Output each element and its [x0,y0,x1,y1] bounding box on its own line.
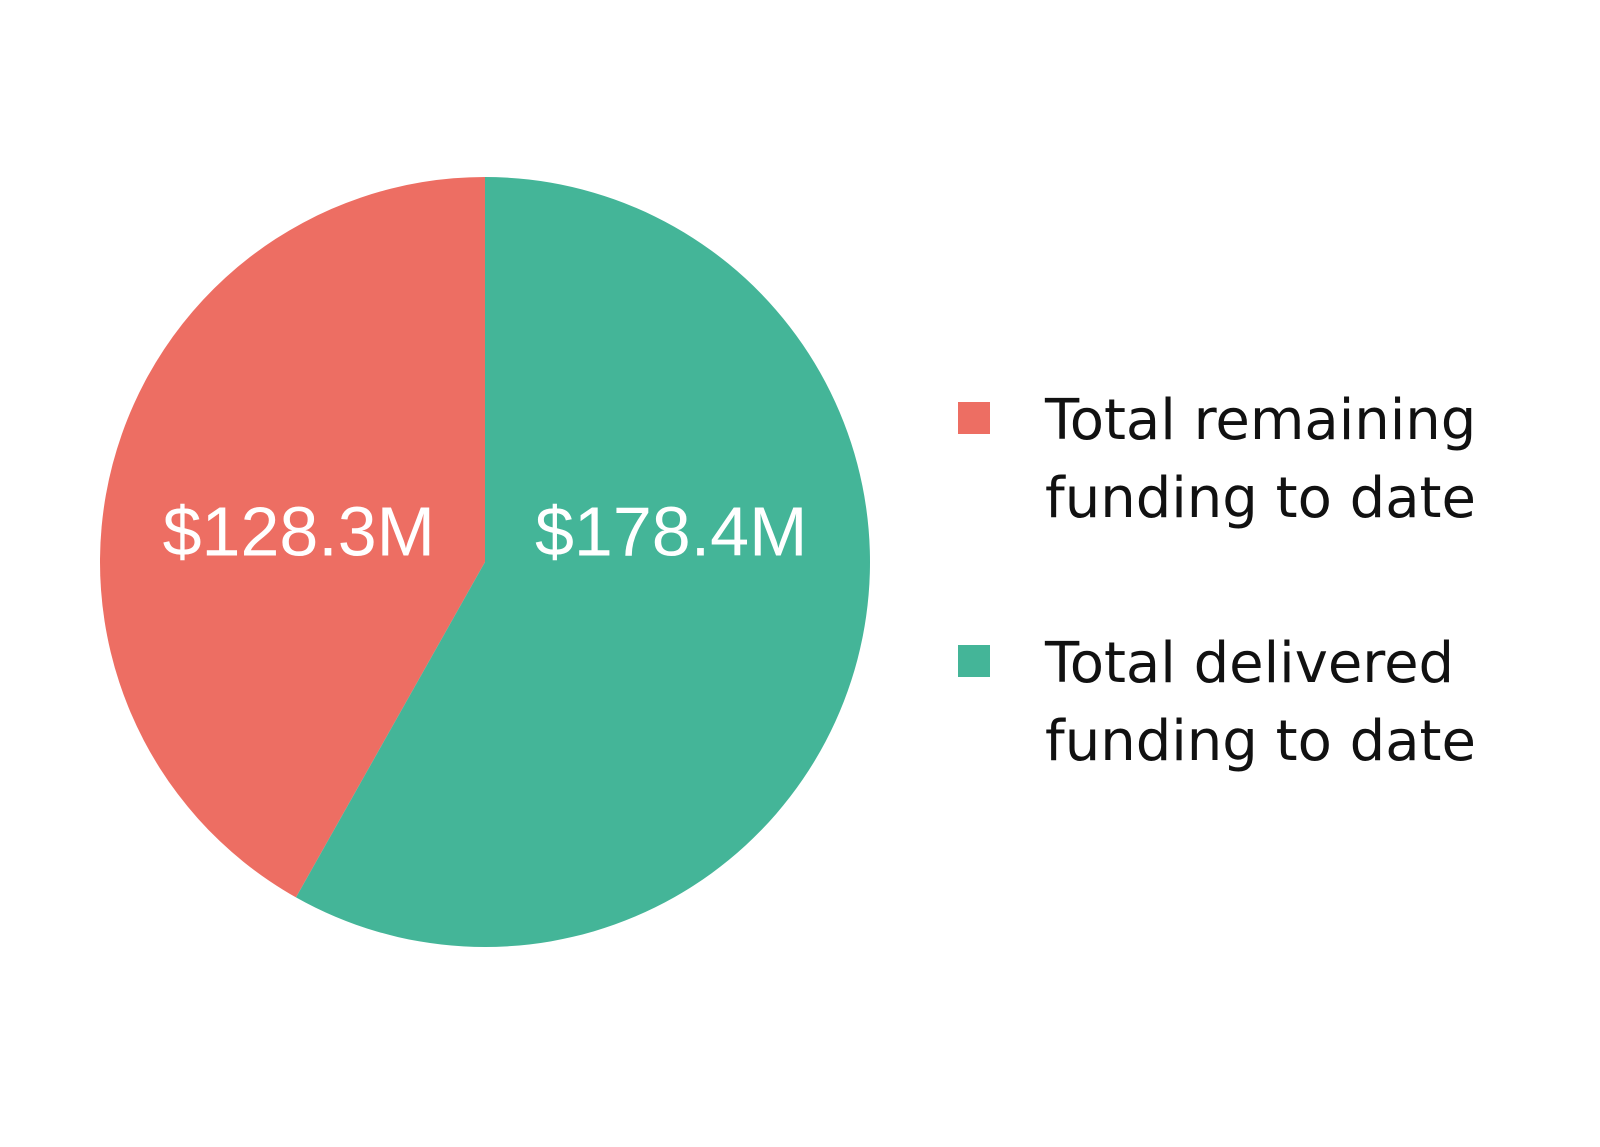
legend-swatch [958,402,990,434]
pie-slice [295,176,871,947]
value-label: $128.3M [163,492,435,570]
legend-item: Total remaining funding to date [958,388,1558,562]
legend-item: Total delivered funding to date [958,631,1558,805]
value-label: $178.4M [535,492,807,570]
legend-swatch [958,645,990,677]
legend-label: Total remaining funding to date [1045,388,1477,531]
legend-label: Total delivered funding to date [1045,631,1476,774]
pie-slice [99,177,485,898]
